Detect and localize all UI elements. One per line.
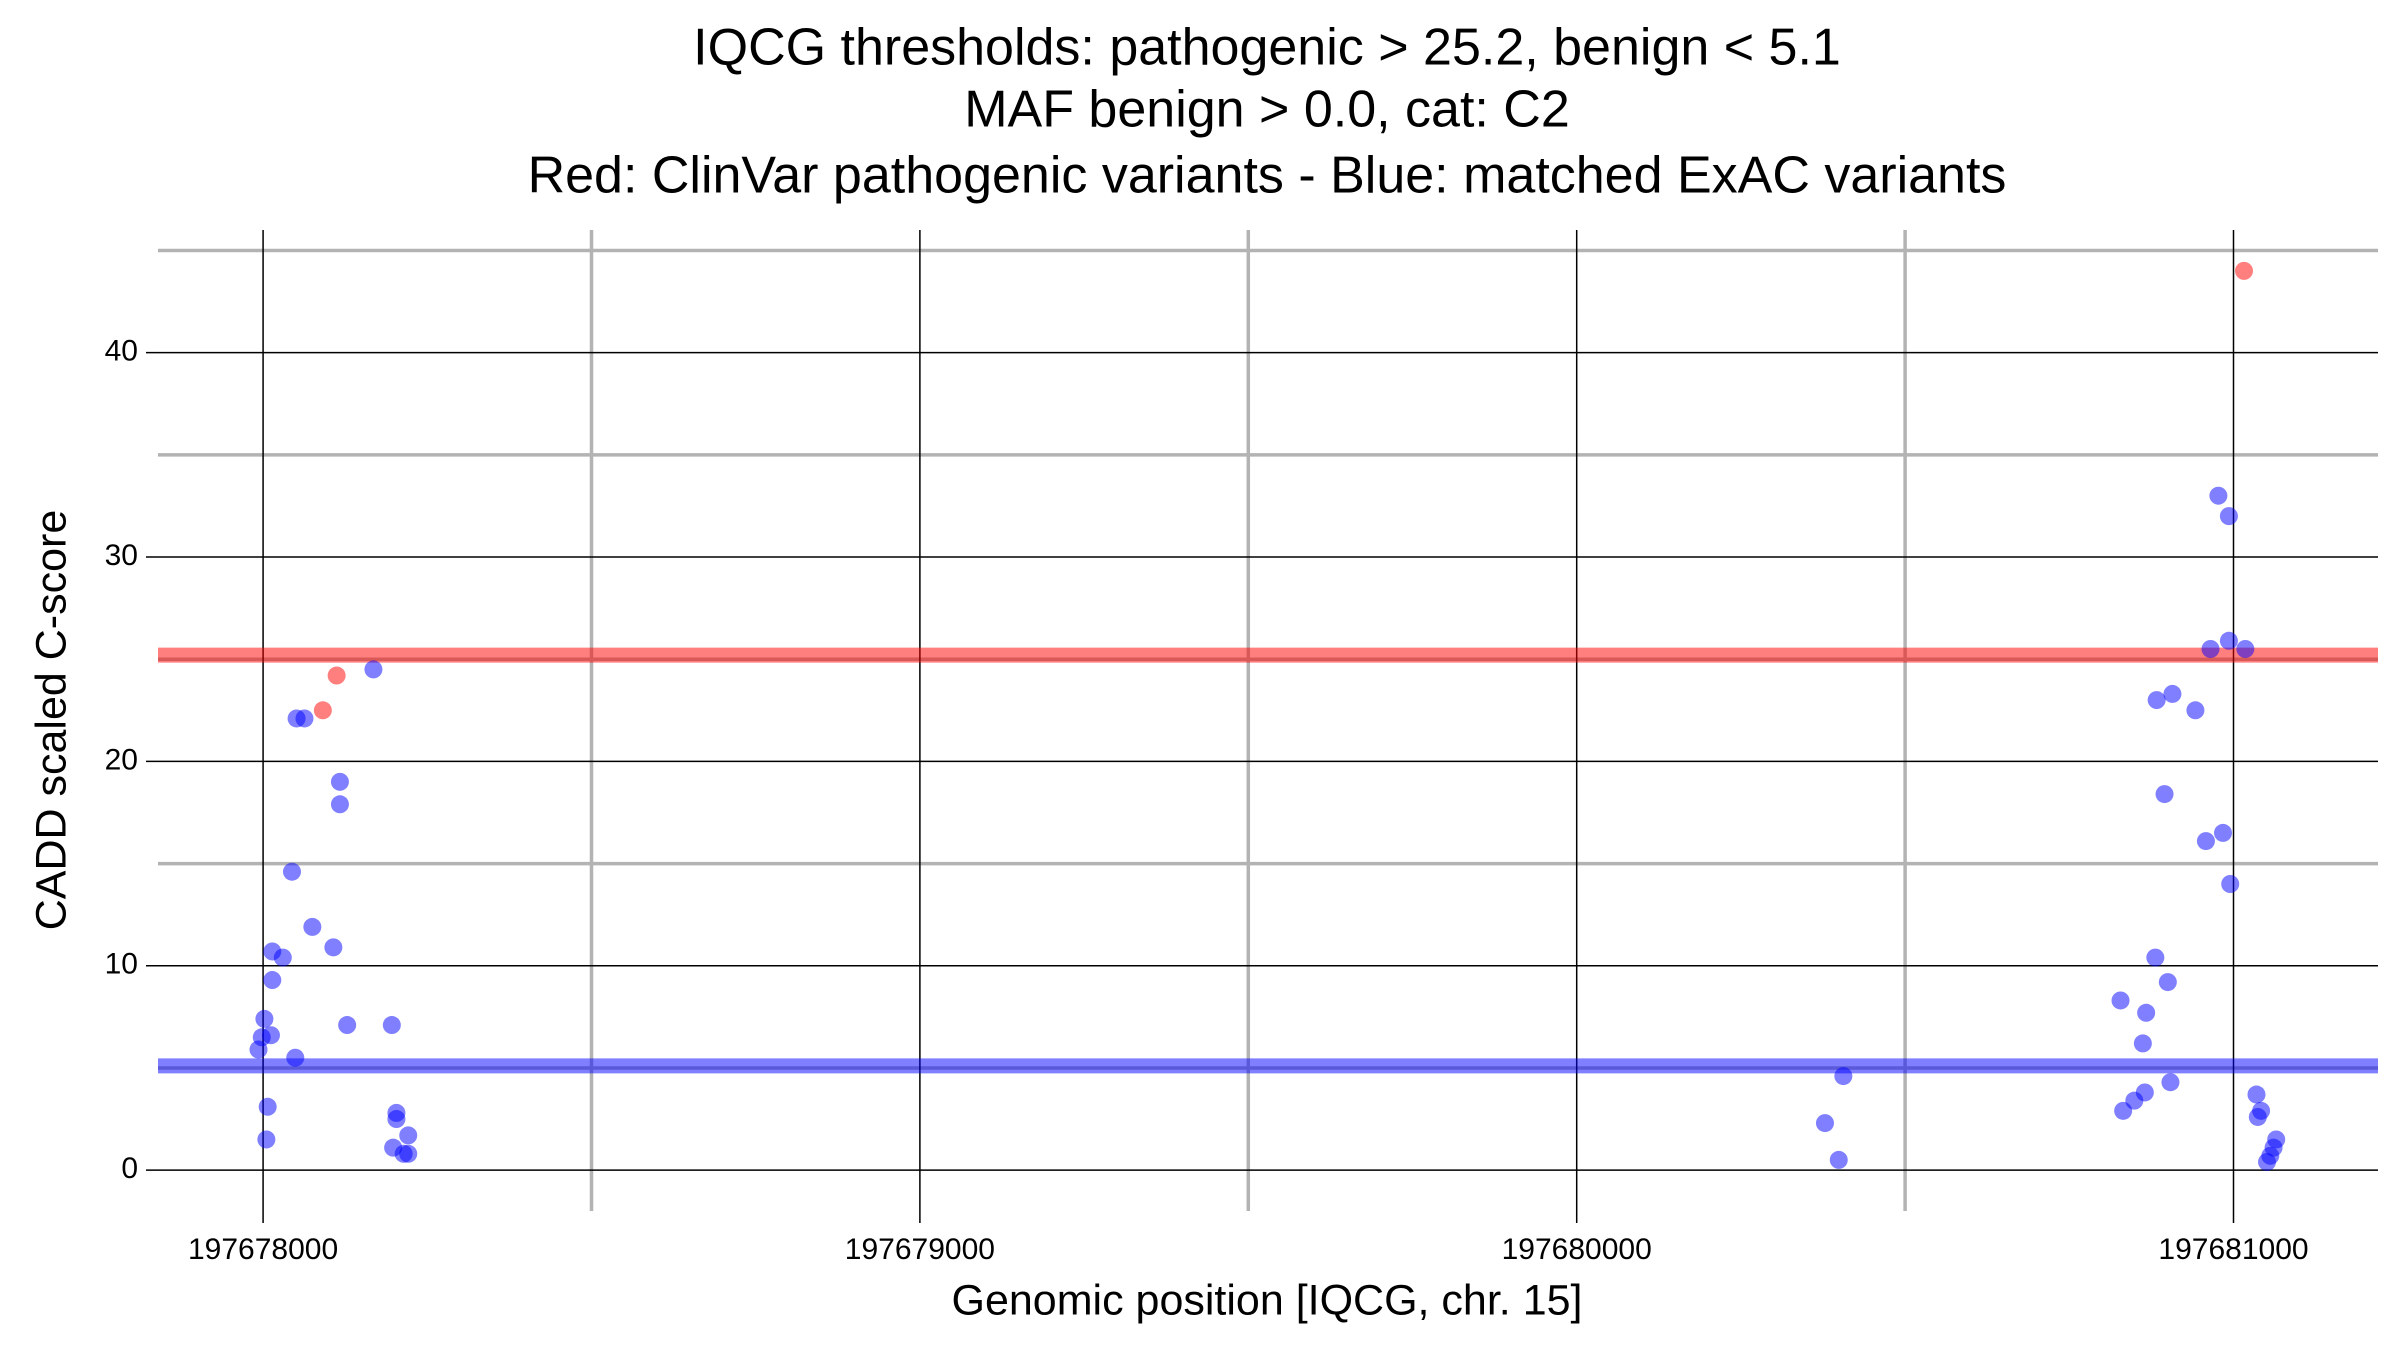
- point: [1829, 1150, 1848, 1169]
- point: [2221, 875, 2240, 893]
- point: [2236, 639, 2255, 658]
- point: [2133, 1034, 2152, 1053]
- point: [255, 1009, 274, 1028]
- y-axis-label: CADD scaled C-score: [27, 510, 75, 931]
- point: [2146, 948, 2165, 967]
- point: [257, 1130, 276, 1149]
- point: [330, 772, 349, 791]
- point: [263, 971, 282, 990]
- point: [2209, 486, 2228, 505]
- point: [273, 948, 292, 967]
- point: [282, 862, 301, 881]
- y-tick-label: 0: [121, 1152, 138, 1185]
- point: [2252, 1101, 2271, 1120]
- y-tick-label: 10: [105, 948, 138, 981]
- point: [2201, 639, 2220, 658]
- point: [2155, 785, 2174, 804]
- point: [2111, 991, 2130, 1010]
- point: [2258, 1152, 2276, 1171]
- x-tick-label: 197678000: [188, 1233, 338, 1266]
- point: [327, 666, 346, 685]
- y-tick-label: 20: [105, 743, 138, 776]
- point: [2158, 973, 2177, 992]
- point: [330, 795, 349, 814]
- point: [2163, 684, 2182, 703]
- point: [2247, 1085, 2266, 1104]
- point: [2147, 691, 2166, 710]
- chart-title: IQCG thresholds: pathogenic > 25.2, beni…: [693, 19, 1841, 77]
- point: [286, 1048, 305, 1067]
- x-tick-label: 197681000: [2158, 1233, 2308, 1266]
- point: [2161, 1073, 2180, 1092]
- point: [313, 701, 332, 720]
- point: [2135, 1083, 2154, 1102]
- point: [295, 709, 314, 728]
- point: [2137, 1003, 2156, 1022]
- y-tick-label: 40: [105, 335, 138, 368]
- point: [2264, 1138, 2283, 1157]
- point: [324, 938, 343, 957]
- point: [364, 660, 383, 679]
- point: [2186, 701, 2205, 720]
- x-tick-label: 197680000: [1502, 1233, 1652, 1266]
- point: [382, 1016, 401, 1035]
- point: [1815, 1114, 1834, 1133]
- x-tick-label: 197679000: [845, 1233, 995, 1266]
- point: [1834, 1067, 1853, 1086]
- point: [258, 1097, 277, 1116]
- point: [2219, 631, 2238, 650]
- y-tick-label: 30: [105, 539, 138, 572]
- point: [2235, 261, 2254, 280]
- point: [338, 1016, 357, 1035]
- point: [387, 1110, 406, 1129]
- chart-subtitle: MAF benign > 0.0, cat: C2: [964, 81, 1570, 139]
- point: [2219, 507, 2238, 526]
- point: [399, 1126, 418, 1145]
- chart-caption: Red: ClinVar pathogenic variants - Blue:…: [528, 147, 2007, 205]
- point: [2213, 823, 2232, 842]
- point: [2196, 832, 2215, 851]
- point: [303, 917, 322, 936]
- point: [261, 1026, 280, 1045]
- point: [399, 1144, 418, 1163]
- x-axis-label: Genomic position [IQCG, chr. 15]: [952, 1276, 1583, 1324]
